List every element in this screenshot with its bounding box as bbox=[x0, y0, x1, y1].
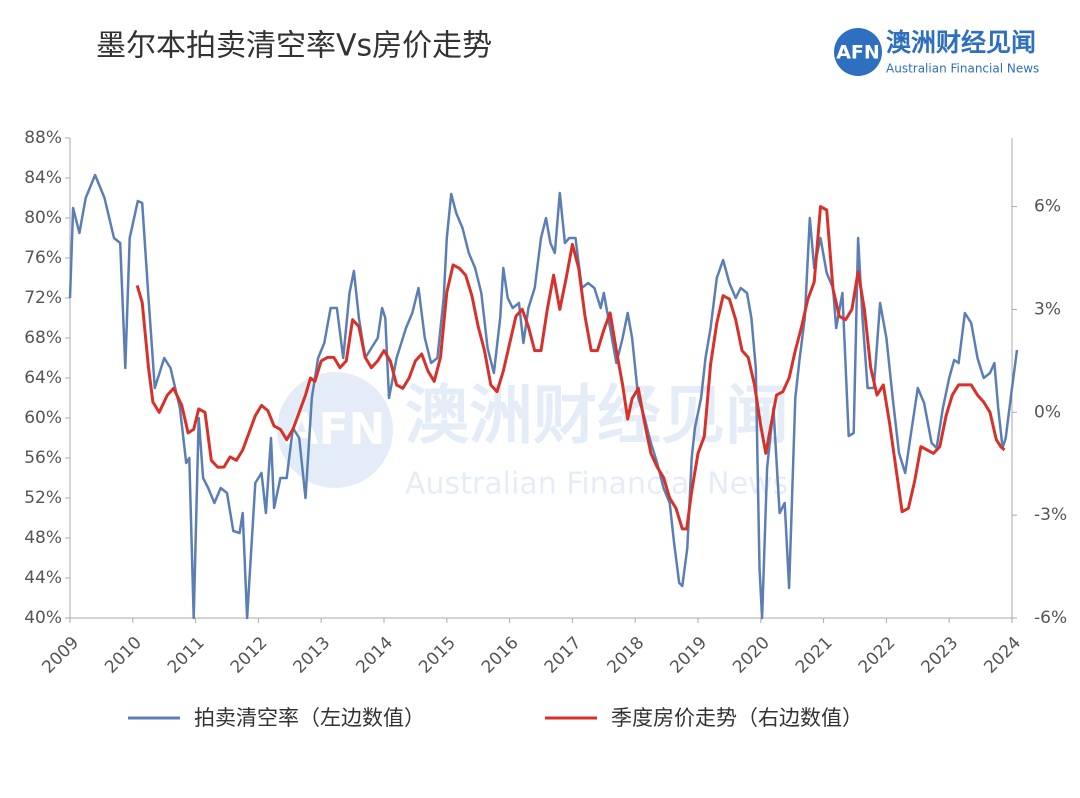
series-line bbox=[135, 205, 1006, 531]
x-tick-label: 2022 bbox=[855, 633, 900, 678]
legend-label: 季度房价走势（右边数值） bbox=[611, 706, 863, 730]
x-tick-label: 2024 bbox=[980, 633, 1025, 678]
x-tick-label: 2019 bbox=[666, 633, 711, 678]
x-tick-label: 2016 bbox=[478, 633, 523, 678]
y-tick-label: 76% bbox=[24, 248, 62, 268]
x-tick-label: 2014 bbox=[352, 633, 397, 678]
legend-label: 拍卖清空率（左边数值） bbox=[194, 706, 425, 730]
y2-tick-label: -3% bbox=[1034, 505, 1067, 525]
x-tick-label: 2017 bbox=[541, 633, 586, 678]
x-tick-label: 2010 bbox=[101, 633, 146, 678]
x-tick-label: 2020 bbox=[729, 633, 774, 678]
x-tick-label: 2009 bbox=[38, 633, 83, 678]
logo: AFN 澳洲财经见闻 Australian Financial News bbox=[834, 28, 1039, 76]
y-tick-label: 56% bbox=[24, 448, 62, 468]
y2-tick-label: 3% bbox=[1034, 299, 1061, 319]
y-tick-label: 80% bbox=[24, 208, 62, 228]
watermark: AFN 澳洲财经见闻 Australian Financial News bbox=[277, 372, 789, 502]
x-tick-label: 2018 bbox=[604, 633, 649, 678]
watermark-name-en: Australian Financial News bbox=[405, 467, 788, 502]
logo-circle bbox=[834, 28, 882, 76]
y2-tick-label: 6% bbox=[1034, 197, 1061, 217]
y-tick-label: 88% bbox=[24, 128, 62, 148]
x-tick-label: 2015 bbox=[415, 633, 460, 678]
y-tick-label: 84% bbox=[24, 168, 62, 188]
watermark-mark: AFN bbox=[285, 404, 386, 455]
y-tick-label: 44% bbox=[24, 568, 62, 588]
y-tick-label: 64% bbox=[24, 368, 62, 388]
series-line bbox=[68, 173, 1019, 620]
y-tick-label: 40% bbox=[24, 608, 62, 628]
x-tick-label: 2011 bbox=[164, 633, 209, 678]
y-tick-label: 72% bbox=[24, 288, 62, 308]
x-tick-label: 2013 bbox=[290, 633, 335, 678]
logo-mark: AFN bbox=[836, 42, 880, 64]
y-tick-label: 48% bbox=[24, 528, 62, 548]
y-tick-label: 68% bbox=[24, 328, 62, 348]
chart-title: 墨尔本拍卖清空率Vs房价走势 bbox=[96, 29, 492, 64]
y-tick-label: 52% bbox=[24, 488, 62, 508]
watermark-circle bbox=[277, 372, 393, 488]
x-tick-label: 2023 bbox=[918, 633, 963, 678]
x-tick-label: 2012 bbox=[227, 633, 272, 678]
y-tick-label: 60% bbox=[24, 408, 62, 428]
y2-tick-label: 0% bbox=[1034, 402, 1061, 422]
logo-name: 澳洲财经见闻 bbox=[886, 28, 1036, 57]
watermark-name: 澳洲财经见闻 bbox=[405, 380, 789, 454]
logo-name-en: Australian Financial News bbox=[886, 62, 1039, 76]
x-tick-label: 2021 bbox=[792, 633, 837, 678]
y2-tick-label: -6% bbox=[1034, 608, 1067, 628]
